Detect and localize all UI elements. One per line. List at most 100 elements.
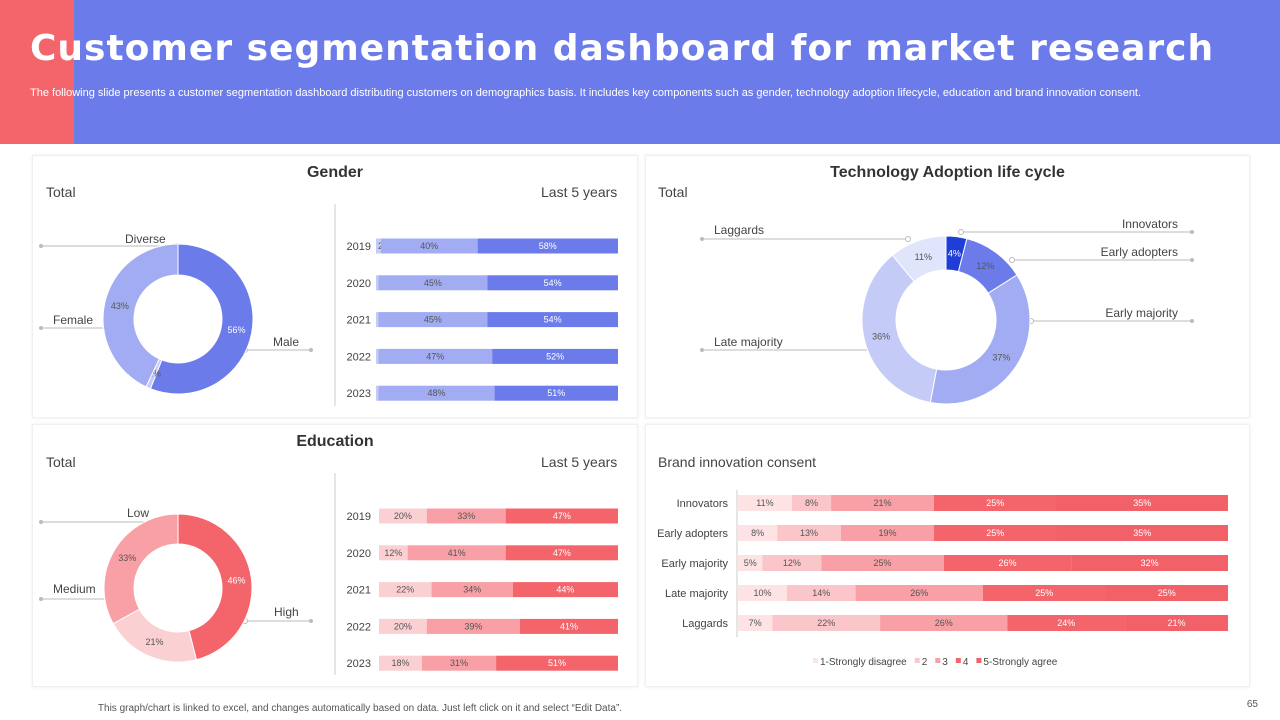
education-slice-label-medium: 33% [118, 553, 136, 563]
education-label-low: Low [127, 506, 149, 520]
gender-label-female: Female [53, 313, 93, 327]
education-bar-2023-s1 [379, 655, 423, 671]
gender-bar-2021-s2 [378, 312, 488, 328]
brand-legend-swatch-4 [955, 658, 961, 663]
brand-bar-early-adopters-s1 [738, 525, 778, 541]
brand-bar-late-majority-s4 [983, 585, 1106, 601]
brand-bar-laggards-s4 [1007, 615, 1126, 631]
brand-bar-late-majority-s1 [738, 585, 787, 601]
brand-legend-swatch-1 [813, 658, 818, 663]
brand-bar-label-early-adopters-s4: 25% [986, 528, 1004, 538]
page-title: Customer segmentation dashboard for mark… [30, 28, 1215, 69]
brand-bar-late-majority-s3 [855, 585, 983, 601]
brand-bar-label-early-majority-s5: 32% [1141, 558, 1159, 568]
education-category-2022: 2022 [347, 621, 371, 633]
brand-bar-label-late-majority-s2: 14% [812, 588, 830, 598]
gender-label-diverse: Diverse [125, 232, 166, 246]
brand-bar-label-early-adopters-s3: 19% [878, 528, 896, 538]
gender-bar-2023-s3 [494, 385, 618, 401]
education-total-label: Total [46, 454, 76, 470]
gender-bar-label-2020-s2: 45% [424, 278, 442, 288]
brand-bar-label-early-majority-s1: 5% [744, 558, 757, 568]
brand-bar-laggards-s1 [738, 615, 773, 631]
education-bar-2021-s1 [379, 582, 432, 598]
brand-category-early-adopters: Early adopters [657, 528, 728, 540]
tech-label-innovators: Innovators [1122, 217, 1178, 231]
education-label-high: High [274, 605, 299, 619]
brand-bar-label-laggards-s1: 7% [749, 618, 762, 628]
tech-chart: Innovators Early adopters Early majority… [700, 217, 1194, 405]
tech-slice-label-laggards: 11% [915, 252, 932, 262]
gender-bar-2019-s3 [477, 238, 618, 254]
gender-title: Gender [306, 164, 363, 181]
brand-title: Brand innovation consent [658, 454, 816, 470]
brand-bar-label-late-majority-s5: 25% [1158, 588, 1176, 598]
gender-bar-label-2023-s3: 51% [547, 388, 565, 398]
brand-chart: Innovators 11% 8% 21% 25% 35%Early adopters 8%… [657, 490, 1228, 668]
education-bar-label-2022-s3: 41% [560, 621, 578, 631]
education-bar-label-2023-s1: 18% [392, 658, 410, 668]
brand-bar-label-laggards-s3: 26% [935, 618, 953, 628]
gender-panel: Gender Total Last 5 years Diverse Female… [32, 155, 638, 418]
education-bar-label-2022-s2: 39% [464, 621, 482, 631]
gender-bar-2020-s2 [378, 275, 488, 291]
tech-slice-late-majority [861, 254, 938, 404]
brand-bar-innovators-s2 [791, 495, 832, 511]
brand-legend-label-4: 4 [963, 657, 969, 668]
gender-bar-2023-s2 [378, 385, 495, 401]
brand-bar-early-majority-s4 [943, 555, 1072, 571]
gender-category-2019: 2019 [347, 241, 371, 253]
brand-bar-label-late-majority-s1: 10% [753, 588, 771, 598]
gender-bar-label-2019-s3: 58% [539, 241, 557, 251]
brand-bar-late-majority-s2 [787, 585, 856, 601]
education-chart: Low Medium High 46% 21% 33% 2019 20% 33% 47% 20… [39, 473, 618, 675]
brand-bar-label-laggards-s4: 24% [1057, 618, 1075, 628]
brand-legend-swatch-3 [935, 658, 941, 663]
tech-label-late-majority: Late majority [714, 335, 783, 349]
brand-category-innovators: Innovators [677, 498, 729, 510]
education-panel: Education Total Last 5 years Low Medium … [32, 424, 638, 687]
gender-category-2022: 2022 [347, 351, 371, 363]
gender-bar-2022-s2 [378, 348, 493, 364]
footer-note-text: This graph/chart is linked to excel, and… [97, 703, 623, 714]
gender-chart: Diverse Female Male 56%1%43%20192%40%58%… [39, 204, 618, 406]
tech-title: Technology Adoption life cycle [830, 164, 1065, 181]
education-bar-2019-s3 [505, 508, 618, 524]
brand-bar-label-innovators-s2: 8% [805, 498, 818, 508]
education-slice-medium [103, 513, 179, 625]
page-number: 65 [1246, 699, 1258, 710]
brand-bar-early-adopters-s5 [1056, 525, 1228, 541]
gender-bar-2020-s3 [487, 275, 618, 291]
tech-slice-label-early-adopters: 12% [976, 261, 994, 271]
tech-slice-label-late-majority: 36% [872, 332, 890, 342]
education-bar-label-2019-s3: 47% [553, 511, 571, 521]
gender-bar-label-2020-s3: 54% [544, 278, 562, 288]
brand-bar-label-innovators-s4: 25% [986, 498, 1004, 508]
gender-bar-2021-s3 [487, 312, 618, 328]
education-bar-2022-s3 [520, 618, 618, 634]
education-bar-label-2021-s3: 44% [556, 585, 574, 595]
gender-slice-label-diverse: 1% [148, 369, 161, 379]
brand-bar-label-early-adopters-s1: 8% [751, 528, 764, 538]
gender-category-2023: 2023 [347, 388, 371, 400]
tech-slice-label-early-majority: 37% [992, 353, 1010, 363]
gender-bar-2021-s1 [376, 312, 379, 328]
brand-bar-label-late-majority-s4: 25% [1035, 588, 1053, 598]
education-bar-label-2020-s3: 47% [553, 548, 571, 558]
education-bar-2023-s3 [496, 655, 618, 671]
brand-bar-early-adopters-s3 [840, 525, 934, 541]
brand-bar-early-majority-s5 [1071, 555, 1228, 571]
gender-bar-2019-s1 [376, 238, 381, 254]
brand-bar-early-adopters-s2 [777, 525, 841, 541]
tech-slice-early-majority [929, 274, 1031, 405]
brand-bar-label-innovators-s5: 35% [1133, 498, 1151, 508]
gender-bar-label-2021-s2: 45% [424, 315, 442, 325]
brand-bar-late-majority-s5 [1105, 585, 1228, 601]
education-bar-label-2020-s2: 41% [448, 548, 466, 558]
brand-bar-label-early-majority-s3: 25% [874, 558, 892, 568]
brand-bar-label-early-majority-s2: 12% [783, 558, 801, 568]
education-bar-label-2020-s1: 12% [384, 548, 402, 558]
education-title: Education [296, 433, 374, 450]
brand-category-early-majority: Early majority [661, 558, 728, 570]
education-bar-label-2021-s2: 34% [463, 585, 481, 595]
